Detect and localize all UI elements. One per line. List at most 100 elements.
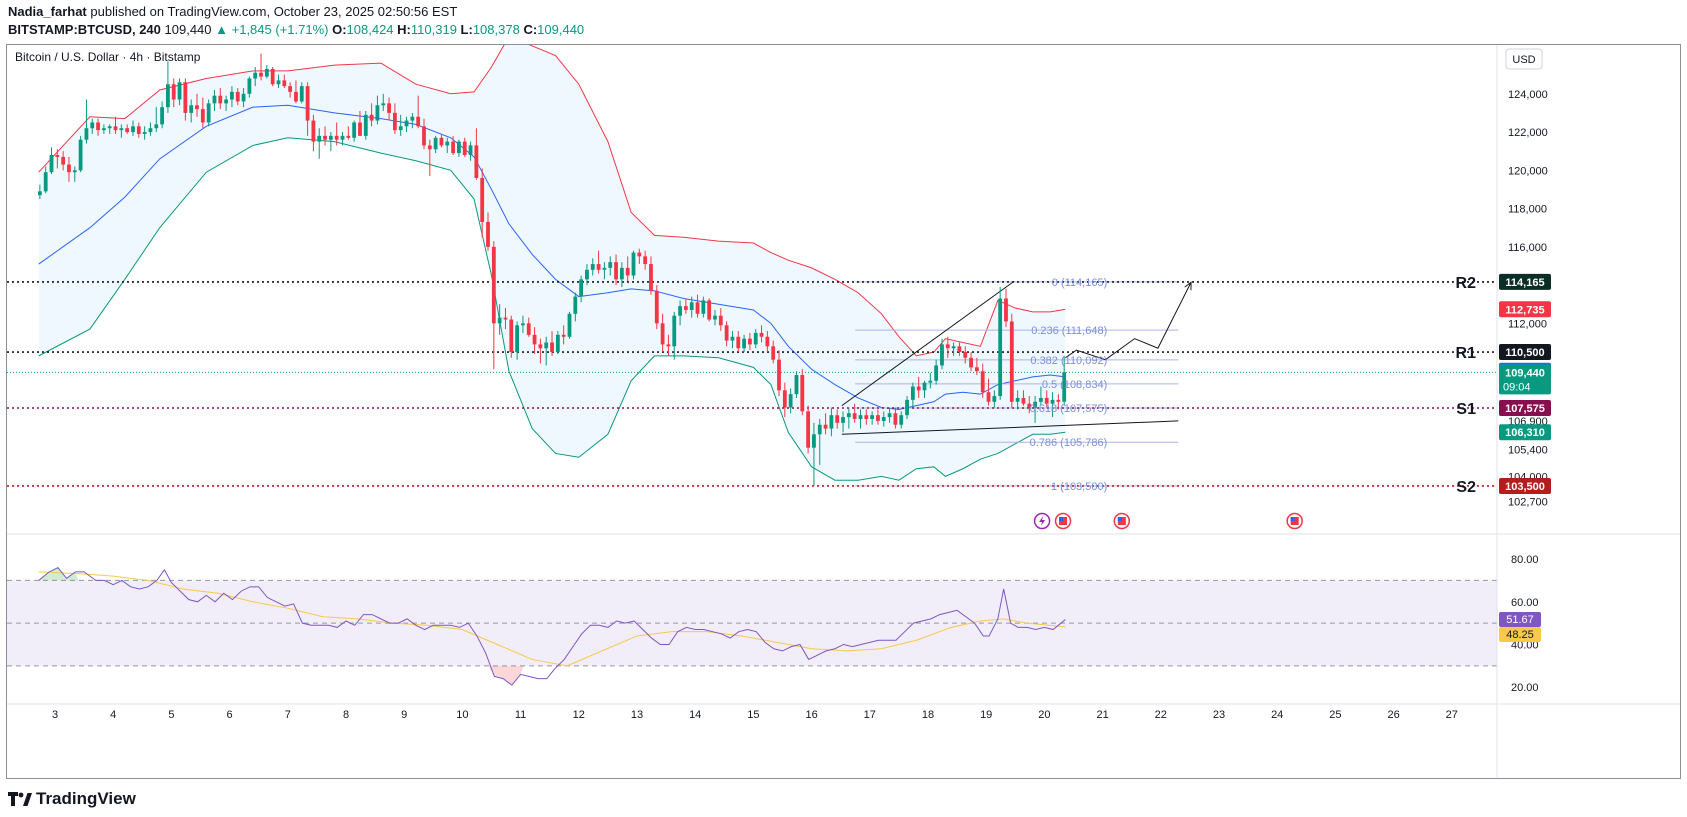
flag-canton [1290, 517, 1295, 521]
candle-body [416, 116, 421, 127]
candle-body [282, 80, 287, 87]
candle-body [78, 139, 83, 171]
candle-body [375, 105, 380, 121]
candle-body [1004, 298, 1008, 322]
price-chart[interactable]: 0 (114,165) 0.236 (111,648) 0.382 (110,092… [7, 45, 1680, 778]
fib-label-0.5: 0.5 (108,834) [1042, 379, 1107, 391]
x-tick-label: 27 [1446, 709, 1458, 721]
candle-body [672, 315, 677, 347]
candle-body [253, 72, 258, 79]
rsi-tick-label: 60.00 [1511, 597, 1539, 609]
low-value: 108,378 [472, 22, 520, 37]
candle-body [852, 413, 857, 419]
bollinger-lower-line [38, 137, 1066, 481]
candle-body [427, 145, 432, 150]
candle-body [154, 124, 159, 129]
x-tick-label: 13 [631, 709, 643, 721]
candle-body [637, 252, 642, 257]
candle-body [166, 84, 170, 108]
candle-body [742, 338, 746, 349]
candle-body [1015, 397, 1020, 402]
candle-body [841, 417, 845, 423]
brand-name: TradingView [36, 789, 136, 808]
candle-body [183, 82, 188, 113]
candle-body [84, 128, 89, 140]
candle-body [113, 126, 118, 131]
candle-body [346, 135, 351, 138]
candle-body [462, 141, 467, 155]
candle-body [683, 306, 688, 310]
candle-body [410, 116, 415, 121]
candle-body [823, 424, 828, 429]
candle-body [1050, 399, 1055, 404]
author-name[interactable]: Nadia_farhat [8, 4, 87, 19]
candle-body [212, 95, 217, 104]
price-tag-3-countdown: 09:04 [1503, 381, 1531, 393]
candle-body [934, 365, 939, 381]
y-tick-label: 120,000 [1508, 165, 1548, 177]
x-tick-label: 17 [864, 709, 876, 721]
candle-body [695, 302, 700, 314]
candle-body [602, 267, 607, 270]
candle-body [96, 122, 100, 131]
candle-body [177, 82, 182, 100]
candle-body [782, 390, 787, 408]
price-change: ▲ +1,845 (+1.71%) [215, 22, 329, 37]
candle-body [817, 424, 822, 435]
candle-body [317, 135, 322, 142]
symbol-info: BITSTAMP:BTCUSD, 240 109,440 ▲ +1,845 (+… [8, 22, 584, 37]
currency-box [1505, 48, 1543, 70]
candle-body [643, 256, 648, 265]
price-tag-4-bg [1499, 424, 1551, 441]
candle-body [340, 135, 345, 140]
candle-body [468, 145, 473, 155]
projection-arrowhead [1184, 281, 1192, 291]
candle-body [299, 86, 304, 102]
level-tag-r1: 110,500 [1505, 347, 1544, 359]
x-tick-label: 25 [1329, 709, 1341, 721]
candle-body [288, 86, 293, 92]
bollinger-basis-line [38, 104, 1066, 410]
chart-frame[interactable]: 0 (114,165) 0.236 (111,648) 0.382 (110,092… [6, 44, 1681, 779]
x-tick-label: 21 [1096, 709, 1108, 721]
price-tag-1-bg [1499, 301, 1551, 318]
y-tick-label: 118,000 [1508, 204, 1547, 216]
candle-body [876, 415, 880, 421]
candle-body [119, 128, 124, 131]
level-tag-r1-bg [1499, 344, 1551, 361]
candle-body [748, 338, 752, 345]
candle-body [806, 411, 811, 448]
candle-body [1062, 372, 1067, 402]
candle-body [654, 290, 659, 324]
candle-body [1021, 397, 1026, 404]
level-label-s2: S2 [1456, 479, 1476, 496]
projection-path [1065, 281, 1192, 361]
candle-body [142, 132, 147, 134]
candle-body [101, 128, 106, 131]
x-tick-label: 18 [922, 709, 934, 721]
rsi-value-tag: 51.67 [1506, 614, 1534, 626]
candle-body [422, 126, 426, 146]
candle-body [625, 267, 630, 276]
candle-body [439, 137, 444, 146]
fib-label-0: 0 (114,165) [1052, 277, 1107, 289]
level-label-r1: R1 [1456, 345, 1477, 362]
y-tick-label: 112,000 [1508, 318, 1547, 330]
candle-body [160, 107, 164, 125]
candle-body [532, 334, 537, 345]
candle-body [1044, 397, 1049, 404]
candle-body [1009, 321, 1014, 402]
tradingview-logo[interactable]: TradingView [8, 789, 136, 809]
candle-body [701, 300, 706, 314]
candle-body [910, 386, 915, 400]
candle-body [497, 317, 502, 324]
rsi-tick-label: 40.00 [1511, 639, 1539, 651]
candle-body [678, 306, 682, 316]
level-label-r2: R2 [1456, 275, 1477, 292]
candle-body [887, 413, 892, 418]
candle-body [148, 128, 153, 133]
y-tick-label: 105,400 [1508, 445, 1548, 457]
candle-body [590, 264, 595, 270]
x-tick-label: 19 [980, 709, 992, 721]
candle-body [753, 332, 758, 345]
